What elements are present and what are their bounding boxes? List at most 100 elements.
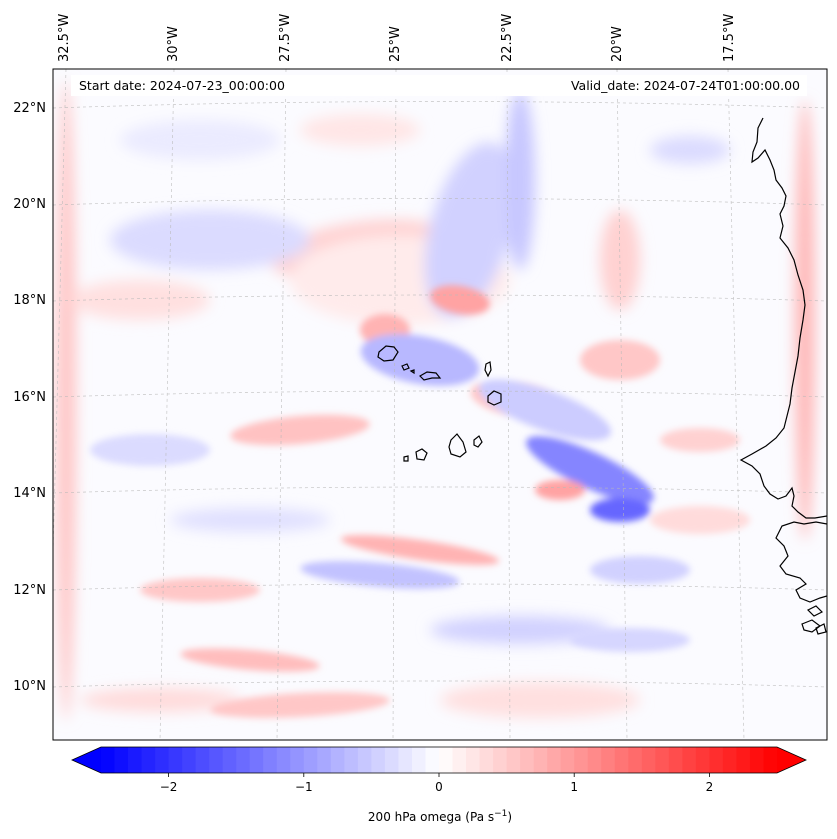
colorbar-segment: [466, 747, 481, 773]
colorbar-segment: [695, 747, 710, 773]
lon-label-20w: 20°W: [610, 26, 625, 62]
lon-label-30w: 30°W: [166, 26, 181, 62]
colorbar-segment: [357, 747, 372, 773]
guinea-coast: [775, 521, 827, 603]
island-sao-vicente: [401, 363, 410, 371]
colorbar-segment: [533, 747, 548, 773]
island-santo-antao: [377, 345, 399, 362]
lat-label-10n: 10°N: [13, 679, 46, 694]
colorbar-segment: [574, 747, 589, 773]
colorbar-segment: [520, 747, 535, 773]
ascent-region-11: [526, 436, 654, 504]
lat-label-18n: 18°N: [13, 293, 46, 308]
lat-label-14n: 14°N: [13, 486, 46, 501]
colorbar-segment: [101, 747, 116, 773]
island-fogo: [415, 448, 428, 461]
colorbar-tick-label: 2: [706, 780, 714, 794]
descent-region-18: [140, 578, 260, 602]
ascent-region-7: [424, 142, 516, 318]
colorbar-segment: [479, 747, 494, 773]
colorbar-segment: [290, 747, 305, 773]
colorbar-segment: [317, 747, 332, 773]
island-santa-luzia: [409, 369, 415, 375]
descent-region-3: [430, 285, 490, 315]
colorbar-segment: [439, 747, 454, 773]
descent-region-26: [580, 340, 660, 380]
colorbar-segment: [587, 747, 602, 773]
lat-label-16n: 16°N: [13, 390, 46, 405]
colorbar-segment: [182, 747, 197, 773]
descent-region-14: [230, 414, 370, 446]
colorbar-segment: [506, 747, 521, 773]
descent-region-0: [56, 80, 76, 720]
colorbar-segment: [384, 747, 399, 773]
valid-date-text: Valid_date: 2024-07-24T01:00:00.00: [571, 78, 800, 93]
lat-label-22n: 22°N: [13, 101, 46, 116]
island-santiago: [448, 433, 467, 458]
colorbar-segment: [547, 747, 562, 773]
colorbar-tick-label: 1: [570, 780, 578, 794]
ascent-region-10: [478, 379, 612, 441]
colorbar-segment: [222, 747, 237, 773]
colorbar-segment: [425, 747, 440, 773]
colorbar-outline: [71, 746, 807, 774]
descent-region-1: [795, 100, 815, 540]
ascent-region-15: [90, 434, 210, 466]
colorbar-segment: [749, 747, 764, 773]
ascent-region-35: [170, 508, 330, 532]
descent-region-20: [180, 648, 320, 672]
colorbar-segment: [736, 747, 751, 773]
colorbar-segment: [371, 747, 386, 773]
lon-label-17-5w: 17.5°W: [722, 14, 737, 62]
coastline: [377, 117, 827, 635]
map-background: [53, 69, 827, 740]
colorbar-segment: [236, 747, 251, 773]
descent-region-16: [340, 535, 500, 565]
ascent-region-31: [590, 556, 690, 584]
colorbar-segment: [614, 747, 629, 773]
lon-label-25w: 25°W: [388, 26, 403, 62]
colorbar-segment: [398, 747, 413, 773]
graticule: [53, 69, 827, 740]
lat-label-12n: 12°N: [13, 583, 46, 598]
colorbar-segment: [168, 747, 183, 773]
ascent-region-29: [505, 90, 535, 270]
date-header-box: [71, 75, 807, 96]
island-boa-vista: [487, 390, 502, 406]
colorbar-segment: [560, 747, 575, 773]
start-date-text: Start date: 2024-07-23_00:00:00: [79, 78, 285, 93]
colorbar-max-extension: [777, 747, 806, 773]
lat-label-20n: 20°N: [13, 197, 46, 212]
bijagos-islands: [801, 605, 827, 635]
descent-region-25: [600, 210, 640, 310]
colorbar-segment: [344, 747, 359, 773]
colorbar-segment: [155, 747, 170, 773]
descent-region-27: [660, 428, 740, 452]
island-sao-nicolau: [419, 371, 442, 381]
descent-region-30: [70, 280, 210, 320]
colorbar-segment: [452, 747, 467, 773]
colorbar-segment: [411, 747, 426, 773]
colorbar-segment: [493, 747, 508, 773]
ascent-region-24: [650, 136, 730, 164]
colorbar-segment: [303, 747, 318, 773]
colorbar-segment: [722, 747, 737, 773]
colorbar-segment: [263, 747, 278, 773]
colorbar-segment: [249, 747, 264, 773]
colorbar-segment: [141, 747, 156, 773]
island-maio: [473, 435, 483, 448]
colorbar-segment: [330, 747, 345, 773]
colorbar-tick-label: −1: [295, 780, 313, 794]
ascent-region-19: [430, 616, 610, 644]
longitude-labels: 32.5°W 30°W 27.5°W 25°W 22.5°W 20°W 17.5…: [57, 14, 737, 62]
colorbar-segment: [628, 747, 643, 773]
ascent-region-34: [570, 628, 690, 652]
colorbar-segment: [601, 747, 616, 773]
africa-coast: [739, 117, 827, 519]
colorbar-label: 200 hPa omega (Pa s−1): [368, 809, 512, 824]
colorbar-tick-label: 0: [435, 780, 443, 794]
lon-label-32-5w: 32.5°W: [57, 14, 72, 62]
colorbar-tick-label: −2: [160, 780, 178, 794]
colorbar-segment: [209, 747, 224, 773]
